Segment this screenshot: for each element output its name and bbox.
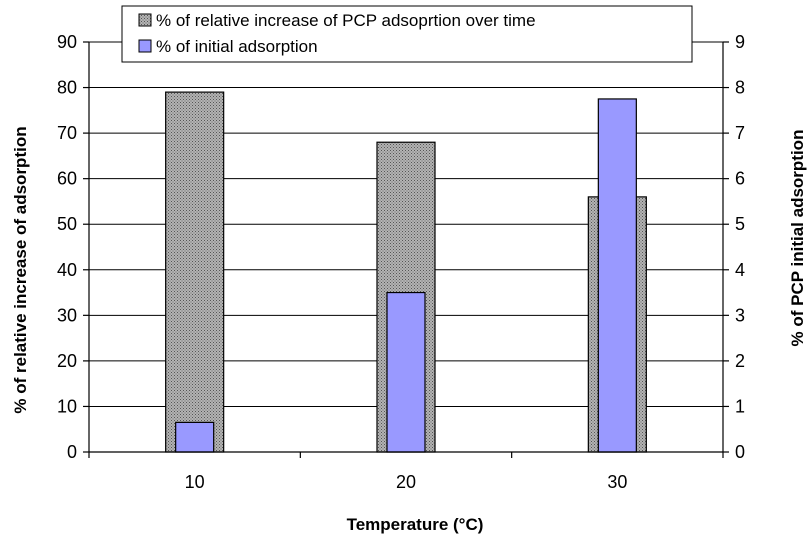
bar-initial-adsorption-10 <box>175 421 215 453</box>
legend-swatch-relative-increase <box>138 13 152 27</box>
y-left-tick-label: 30 <box>57 305 77 325</box>
legend: % of relative increase of PCP adsoprtion… <box>121 5 693 63</box>
y-right-tick-label: 3 <box>735 305 745 325</box>
y-left-tick-label: 90 <box>57 32 77 52</box>
y-axis-right-title: % of PCP initial adsorption <box>788 130 807 347</box>
y-left-tick-label: 0 <box>67 442 77 462</box>
legend-label-relative-increase: % of relative increase of PCP adsoprtion… <box>156 11 536 30</box>
y-left-tick-label: 40 <box>57 260 77 280</box>
bar-relative-increase-10 <box>165 91 225 453</box>
x-tick-label-10: 10 <box>185 472 205 492</box>
y-left-tick-label: 60 <box>57 169 77 189</box>
legend-swatch-initial-adsorption <box>138 39 152 53</box>
y-left-tick-label: 70 <box>57 123 77 143</box>
y-right-tick-label: 8 <box>735 78 745 98</box>
y-left-tick-label: 20 <box>57 351 77 371</box>
y-left-tick-label: 50 <box>57 214 77 234</box>
y-right-tick-label: 7 <box>735 123 745 143</box>
y-right-tick-label: 9 <box>735 32 745 52</box>
x-tick-label-30: 30 <box>607 472 627 492</box>
y-right-tick-label: 5 <box>735 214 745 234</box>
bar-initial-adsorption-20 <box>386 291 426 453</box>
x-tick-label-20: 20 <box>396 472 416 492</box>
axes <box>83 41 729 458</box>
tick-labels: 0 10 20 30 40 50 60 70 80 90 0 1 2 3 4 5 6 7 8 9 10 20 30 <box>57 32 745 492</box>
y-right-tick-label: 1 <box>735 396 745 416</box>
y-right-tick-label: 2 <box>735 351 745 371</box>
x-axis-title: Temperature (°C) <box>347 515 484 534</box>
legend-box <box>121 5 693 63</box>
y-right-tick-label: 6 <box>735 169 745 189</box>
y-axis-left-title: % of relative increase of adsorption <box>11 126 30 413</box>
y-right-tick-label: 0 <box>735 442 745 462</box>
bars <box>165 91 647 453</box>
y-right-tick-label: 4 <box>735 260 745 280</box>
y-left-tick-label: 80 <box>57 78 77 98</box>
legend-label-initial-adsorption: % of initial adsorption <box>156 37 318 56</box>
y-left-tick-label: 10 <box>57 396 77 416</box>
bar-initial-adsorption-30 <box>597 98 637 453</box>
